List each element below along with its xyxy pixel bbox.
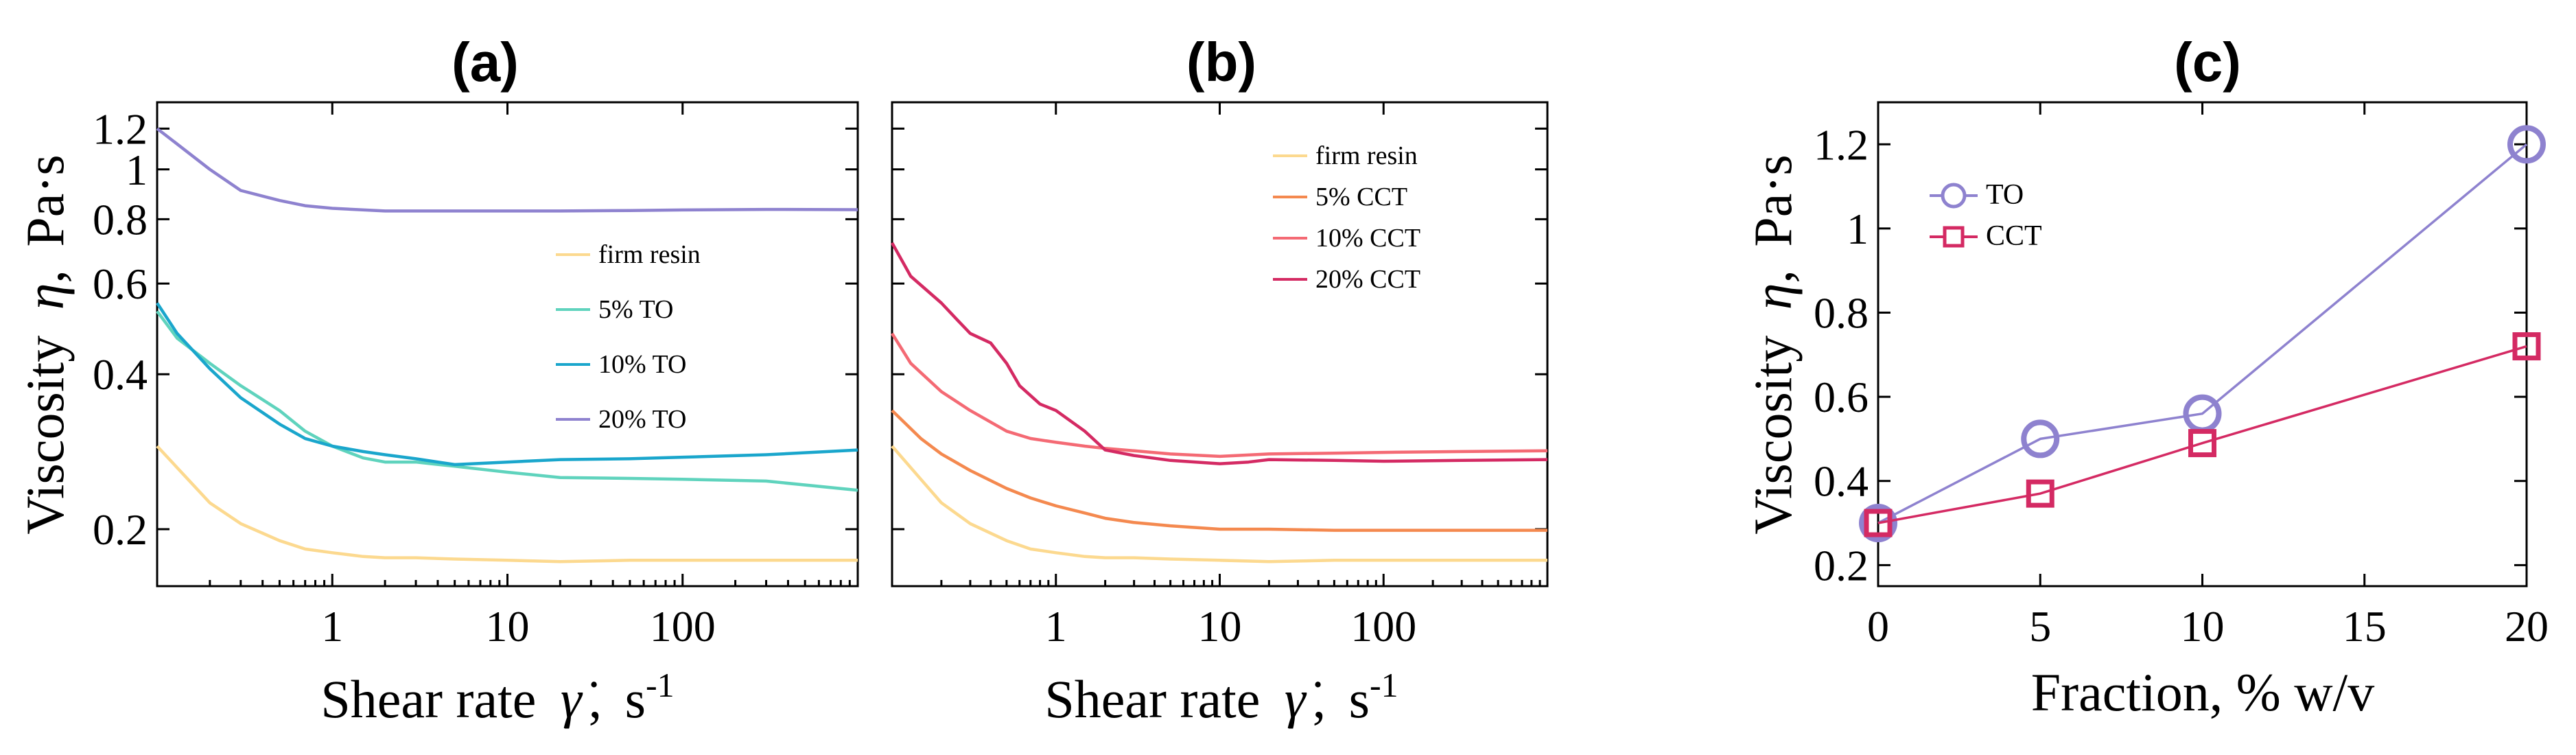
panel-a-ytick-label: 1 <box>126 146 148 194</box>
panel-c-point-to <box>1859 504 1897 543</box>
panel-a-xtick-label: 100 <box>650 602 716 651</box>
panel-c: (c) 0 5 10 15 20 0.2 0.4 0.6 0.8 1 1.2 TO CCT Visco… <box>1743 32 2549 722</box>
panel-a-ytick-label: 0.2 <box>93 505 148 554</box>
panel-b-title: (b) <box>1186 32 1256 93</box>
panel-c-legend: TO CCT <box>1930 179 2042 252</box>
panel-c-xtick-label: 5 <box>2029 602 2051 651</box>
panel-c-ytick-label: 1 <box>1847 205 1869 253</box>
panel-c-ytick-label: 0.8 <box>1814 289 1869 338</box>
panel-a-ylabel-text: Viscosity <box>15 336 75 535</box>
panel-a-xlabel-text: Shear rate <box>320 669 536 729</box>
panel-a-legend-label-firm-resin: firm resin <box>598 240 701 269</box>
panel-c-legend-label-cct: CCT <box>1986 220 2042 252</box>
panel-b-ticks: 1 10 100 <box>892 102 1547 651</box>
panel-a-xlabel-sup: -1 <box>646 666 675 704</box>
panel-c-series <box>1859 125 2546 543</box>
panel-a-xtick-label: 10 <box>486 602 530 651</box>
panel-c-title: (c) <box>2174 32 2241 93</box>
panel-c-frame <box>1877 101 2528 588</box>
panel-b-legend-label-5-cct: 5% CCT <box>1315 183 1407 211</box>
panel-b-line-5-cct <box>891 409 1547 532</box>
panel-a-legend-label-20-to: 20% TO <box>598 405 686 434</box>
panel-a-series <box>156 127 858 564</box>
panel-b-legend-label-firm-resin: firm resin <box>1315 141 1418 170</box>
panel-b-xlabel-text: Shear rate <box>1044 669 1260 729</box>
panel-a-xtick-label: 1 <box>321 602 343 651</box>
panel-c-ticks: 0 5 10 15 20 0.2 0.4 0.6 0.8 1 1.2 <box>1814 102 2549 651</box>
panel-c-xlabel: Fraction, % w/v <box>2031 662 2374 722</box>
panel-a-xlabel: Shear rate γ̇, s-1 <box>320 666 674 729</box>
panel-b-line-20-cct <box>891 242 1548 465</box>
panel-c-ytick-label: 0.2 <box>1814 541 1869 590</box>
panel-a-legend: firm resin 5% TO 10% TO 20% TO <box>556 240 701 434</box>
panel-c-legend-label-to: TO <box>1986 179 2024 211</box>
panel-b-legend-label-10-cct: 10% CCT <box>1315 224 1420 253</box>
svg-text:Viscosity η, P: Viscosity η, Pa·s <box>1743 154 1803 535</box>
panel-a-xlabel-unit: s <box>625 669 646 729</box>
panel-a-title: (a) <box>452 32 519 93</box>
panel-c-ytick-label: 0.4 <box>1814 457 1869 506</box>
panel-b-legend-label-20-cct: 20% CCT <box>1315 265 1420 294</box>
panel-b-line-firm-resin <box>891 445 1547 564</box>
panel-b-xlabel-unit: s <box>1349 669 1370 729</box>
panel-c-xtick-label: 10 <box>2181 602 2225 651</box>
panel-b-line-10-cct <box>891 332 1548 458</box>
panel-b: (b) 1 10 100 firm resin 5% CCT 10% CCT 20% CC… <box>891 32 1549 729</box>
panel-c-ylabel: Viscosity η, Pa·s <box>1743 154 1803 535</box>
panel-c-point-cct <box>1864 509 1893 537</box>
panel-a-ytick-label: 0.4 <box>93 350 148 399</box>
panel-c-ytick-label: 1.2 <box>1814 120 1869 169</box>
panel-c-line-to <box>1877 143 2528 524</box>
panel-c-ylabel-unit: Pa·s <box>1743 154 1803 246</box>
panel-c-xtick-label: 20 <box>2505 602 2549 651</box>
panel-c-legend-marker-cct <box>1943 226 1965 248</box>
panel-a-ytick-label: 0.6 <box>93 259 148 308</box>
panel-b-xtick-label: 10 <box>1198 602 1242 651</box>
svg-text:Viscosity η, P: Viscosity η, Pa·s <box>15 154 75 535</box>
panel-b-series <box>891 242 1548 564</box>
panel-a-line-5-to <box>156 310 858 492</box>
panel-a-line-firm-resin <box>156 445 858 564</box>
panel-a-ylabel-symbol: η <box>15 283 75 310</box>
panel-b-xtick-label: 1 <box>1045 602 1067 651</box>
panel-b-legend: firm resin 5% CCT 10% CCT 20% CCT <box>1273 141 1420 294</box>
panel-a-line-10-to <box>156 302 858 467</box>
panel-c-legend-marker-to <box>1941 183 1967 209</box>
panel-b-xlabel-sup: -1 <box>1370 666 1398 704</box>
panel-a-line-20-to <box>156 127 858 213</box>
panel-c-point-cct <box>2512 332 2541 361</box>
panel-a-ylabel-unit: Pa·s <box>15 154 75 246</box>
panel-a-legend-label-5-to: 5% TO <box>598 295 673 324</box>
panel-c-line-cct <box>1877 345 2527 524</box>
panel-c-ylabel-text: Viscosity <box>1743 336 1803 535</box>
panel-c-xtick-label: 0 <box>1867 602 1889 651</box>
panel-b-xlabel: Shear rate γ̇, s-1 <box>1044 666 1398 729</box>
panel-c-xtick-label: 15 <box>2343 602 2387 651</box>
panel-a-frame <box>156 101 859 588</box>
panel-c-point-cct <box>2188 429 2216 458</box>
panel-c-point-to <box>2507 125 2546 164</box>
panel-a-ytick-label: 0.8 <box>93 195 148 244</box>
panel-c-point-cct <box>2026 479 2054 508</box>
panel-b-xtick-label: 100 <box>1350 602 1416 651</box>
panel-a-ylabel: Viscosity η, Pa·s <box>15 154 75 535</box>
panel-a-legend-label-10-to: 10% TO <box>598 350 686 379</box>
panel-c-ylabel-symbol: η <box>1743 283 1803 310</box>
panel-c-ytick-label: 0.6 <box>1814 373 1869 421</box>
panel-a-ytick-label: 1.2 <box>93 104 148 153</box>
panel-c-point-to <box>2021 419 2060 458</box>
